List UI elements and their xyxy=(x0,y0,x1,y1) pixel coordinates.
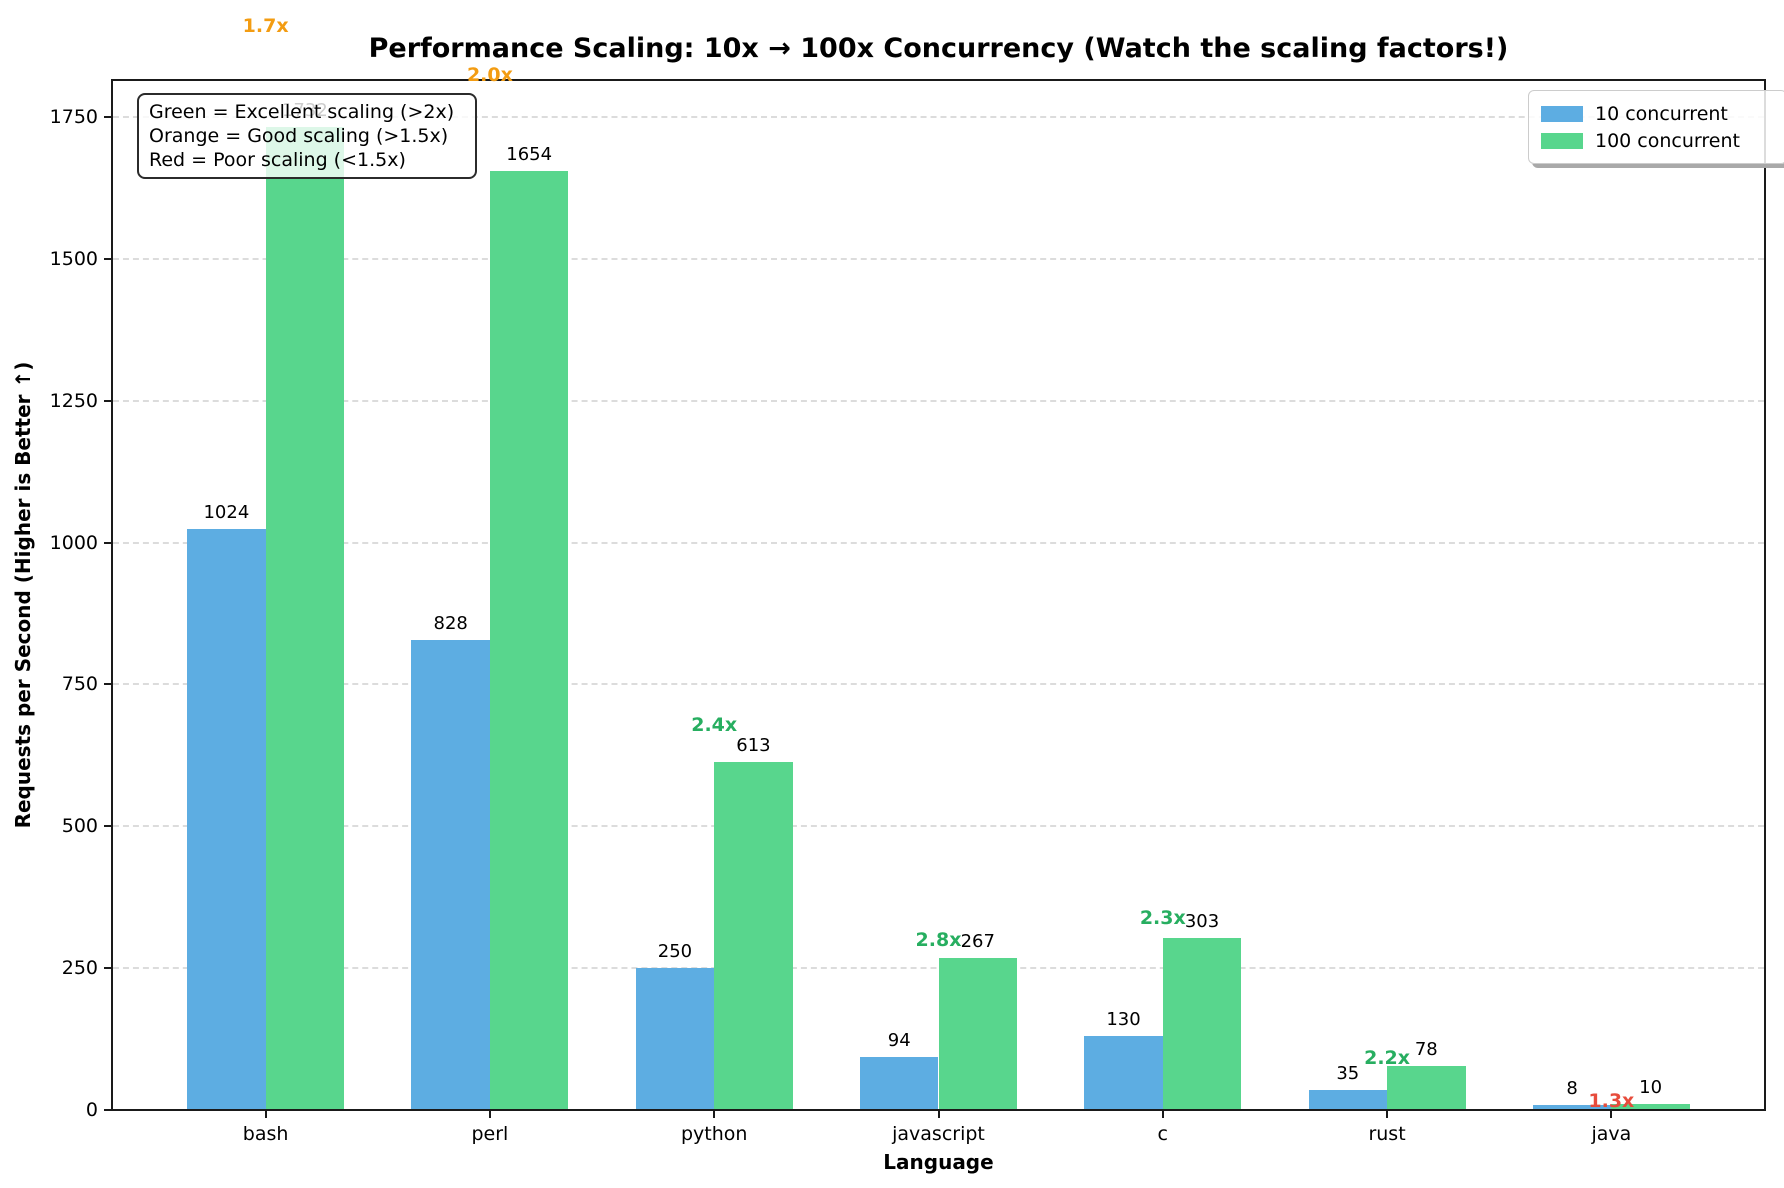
gridline-1500 xyxy=(113,257,1764,260)
y-tick-mark xyxy=(104,683,112,686)
bar-perl-100-concurrent xyxy=(489,171,569,1110)
y-tick-mark xyxy=(104,399,112,402)
y-tick-label: 0 xyxy=(85,1099,98,1121)
y-tick-mark xyxy=(104,825,112,828)
y-tick-label: 250 xyxy=(61,957,98,980)
x-tick-label-bash: bash xyxy=(242,1123,289,1145)
legend-swatch-green xyxy=(1541,132,1583,149)
legend-label: 10 concurrent xyxy=(1595,102,1728,125)
value-label-rust-100-concurrent: 78 xyxy=(1414,1038,1438,1060)
scaling-factor-label-java: 1.3x xyxy=(1588,1089,1635,1112)
bar-c-100-concurrent xyxy=(1162,938,1242,1110)
y-tick-label: 1000 xyxy=(49,531,98,554)
value-label-java-100-concurrent: 10 xyxy=(1639,1077,1663,1099)
x-tick-mark xyxy=(937,1110,940,1118)
x-tick-mark xyxy=(713,1110,716,1118)
y-tick-mark xyxy=(104,967,112,970)
annotation-line-red: Red = Poor scaling (<1.5x) xyxy=(149,149,406,171)
bar-java-10-concurrent xyxy=(1532,1105,1612,1110)
y-tick-label: 1250 xyxy=(49,389,98,412)
bar-rust-100-concurrent xyxy=(1387,1065,1466,1110)
scaling-factor-label-c: 2.3x xyxy=(1139,907,1186,930)
legend-label: 100 concurrent xyxy=(1595,129,1740,152)
value-label-c-10-concurrent: 130 xyxy=(1106,1009,1141,1031)
bar-bash-100-concurrent xyxy=(265,127,345,1110)
y-tick-label: 500 xyxy=(61,815,98,838)
bar-java-100-concurrent xyxy=(1611,1104,1690,1110)
value-label-perl-100-concurrent: 1654 xyxy=(506,144,553,166)
plot-frame xyxy=(111,79,1766,1111)
bar-javascript-100-concurrent xyxy=(938,958,1017,1110)
series-legend: 10 concurrent 100 concurrent xyxy=(1528,90,1784,164)
y-tick-mark xyxy=(104,115,112,118)
x-tick-mark xyxy=(1161,1110,1164,1118)
scaling-factor-label-perl: 2.0x xyxy=(466,63,513,86)
value-label-javascript-100-concurrent: 267 xyxy=(960,931,995,953)
legend-row-100-concurrent: 100 concurrent xyxy=(1541,127,1774,154)
x-axis-title: Language xyxy=(883,1150,994,1174)
y-tick-mark xyxy=(104,257,112,260)
gridline-750 xyxy=(113,683,1764,686)
bar-c-10-concurrent xyxy=(1084,1036,1163,1110)
value-label-perl-10-concurrent: 828 xyxy=(433,613,468,635)
gridline-500 xyxy=(113,825,1764,828)
x-tick-mark xyxy=(1386,1110,1389,1118)
gridline-1250 xyxy=(113,399,1764,402)
x-tick-label-python: python xyxy=(680,1123,748,1145)
bar-javascript-10-concurrent xyxy=(859,1056,939,1110)
legend-row-10-concurrent: 10 concurrent xyxy=(1541,100,1774,127)
value-label-rust-10-concurrent: 35 xyxy=(1336,1063,1360,1085)
bar-python-10-concurrent xyxy=(635,968,715,1110)
y-axis-title: Requests per Second (Higher is Better ↑) xyxy=(11,361,35,829)
value-label-java-10-concurrent: 8 xyxy=(1566,1078,1578,1100)
annotation-line-green: Green = Excellent scaling (>2x) xyxy=(149,101,455,123)
y-tick-mark xyxy=(104,541,112,544)
value-label-python-100-concurrent: 613 xyxy=(736,735,771,757)
value-label-javascript-10-concurrent: 94 xyxy=(887,1029,911,1051)
bar-rust-10-concurrent xyxy=(1308,1090,1388,1110)
value-label-c-100-concurrent: 303 xyxy=(1184,911,1220,933)
gridline-1000 xyxy=(113,541,1764,544)
x-tick-mark xyxy=(488,1110,491,1118)
bar-python-100-concurrent xyxy=(714,762,793,1110)
gridline-1750 xyxy=(113,115,1764,118)
chart-title: Performance Scaling: 10x → 100x Concurre… xyxy=(368,33,1509,64)
x-tick-label-rust: rust xyxy=(1368,1123,1406,1145)
y-tick-label: 1750 xyxy=(49,105,98,128)
x-tick-mark xyxy=(1610,1110,1613,1118)
x-tick-label-java: java xyxy=(1591,1123,1632,1145)
y-tick-label: 1500 xyxy=(49,247,98,270)
scaling-factor-label-rust: 2.2x xyxy=(1364,1047,1411,1070)
y-tick-label: 750 xyxy=(61,673,98,696)
bar-perl-10-concurrent xyxy=(411,640,490,1110)
annotation-line-orange: Orange = Good scaling (>1.5x) xyxy=(149,125,449,147)
scaling-factor-label-javascript: 2.8x xyxy=(915,929,962,952)
x-tick-label-c: c xyxy=(1157,1123,1168,1145)
value-label-bash-10-concurrent: 1024 xyxy=(203,501,250,523)
x-tick-label-javascript: javascript xyxy=(892,1123,985,1145)
bar-bash-10-concurrent xyxy=(187,528,266,1110)
scaling-legend-annotation: Green = Excellent scaling (>2x) Orange =… xyxy=(137,93,477,179)
x-tick-mark xyxy=(264,1110,267,1118)
legend-swatch-blue xyxy=(1541,105,1583,122)
scaling-factor-label-python: 2.4x xyxy=(691,713,738,736)
x-tick-label-perl: perl xyxy=(471,1123,509,1145)
scaling-factor-label-bash: 1.7x xyxy=(242,14,289,37)
y-tick-mark xyxy=(104,1109,112,1111)
value-label-python-10-concurrent: 250 xyxy=(657,941,693,963)
